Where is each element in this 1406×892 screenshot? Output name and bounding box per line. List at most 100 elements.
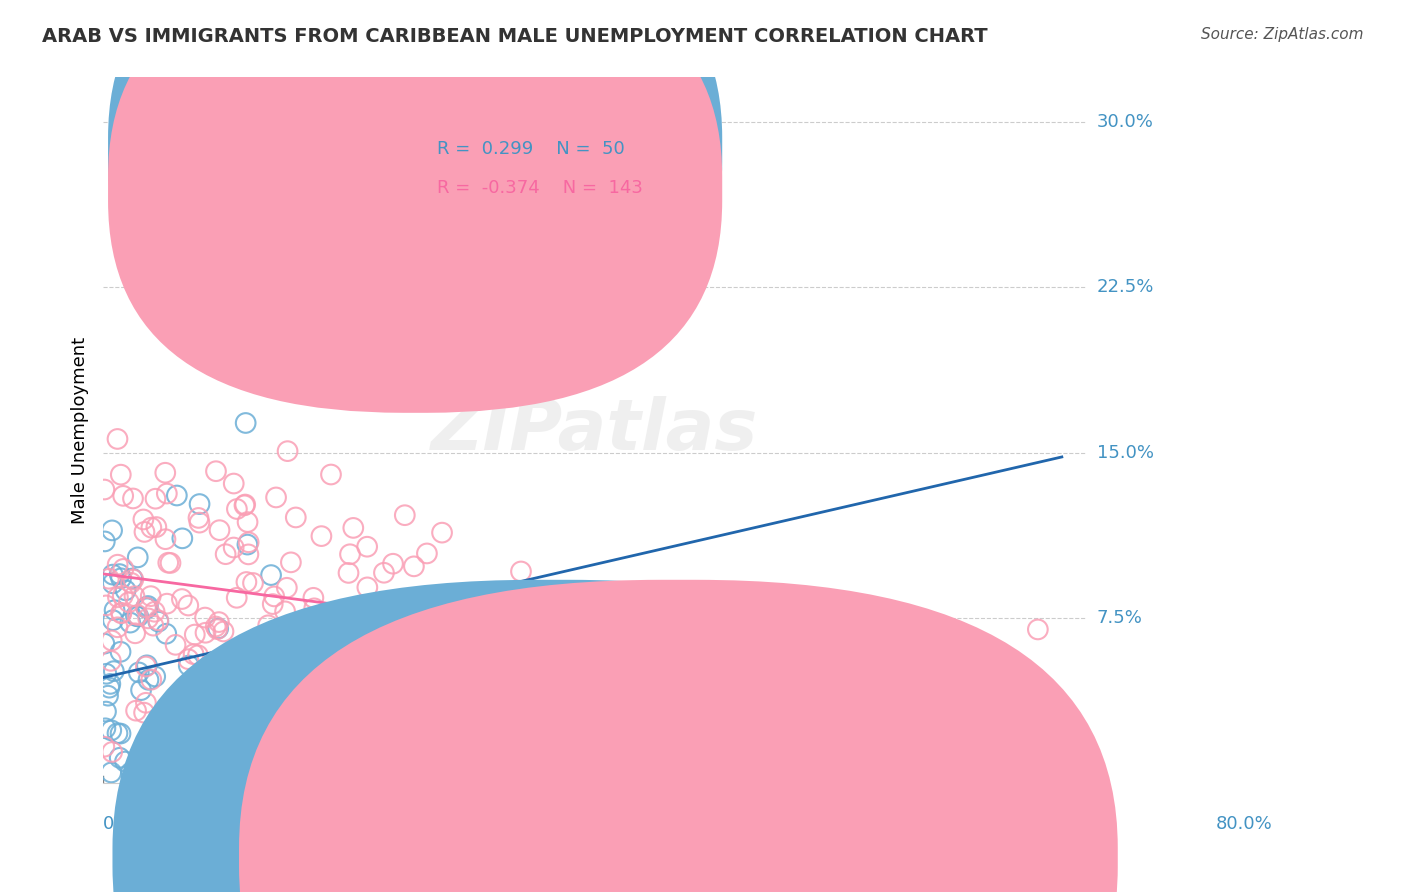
Point	[94, 721, 117, 735]
Point	[205, 464, 228, 478]
Point	[434, 679, 457, 693]
Point	[304, 601, 326, 615]
Point	[356, 580, 378, 594]
Text: Arabs: Arabs	[574, 848, 621, 866]
Point	[408, 640, 430, 655]
Point	[107, 432, 129, 446]
Point	[506, 706, 529, 721]
Point	[567, 645, 589, 659]
Text: 80.0%: 80.0%	[1216, 815, 1272, 833]
Point	[156, 597, 179, 611]
Point	[94, 705, 117, 719]
Point	[465, 650, 488, 665]
Point	[311, 529, 333, 543]
Point	[194, 625, 217, 640]
Point	[136, 599, 159, 613]
Point	[110, 571, 132, 585]
Point	[141, 521, 163, 535]
Point	[124, 589, 146, 603]
Point	[93, 739, 115, 754]
Point	[170, 716, 193, 731]
Point	[595, 590, 617, 604]
Point	[139, 589, 162, 603]
Point	[238, 535, 260, 549]
Point	[124, 626, 146, 640]
Point	[135, 658, 157, 673]
Point	[662, 700, 685, 714]
Point	[361, 687, 384, 701]
Point	[97, 689, 120, 703]
Point	[713, 774, 735, 789]
Point	[284, 510, 307, 524]
FancyBboxPatch shape	[108, 0, 723, 413]
Point	[207, 622, 229, 636]
Point	[97, 572, 120, 586]
Point	[98, 681, 121, 695]
Point	[143, 605, 166, 619]
Point	[165, 638, 187, 652]
Point	[101, 567, 124, 582]
Point	[107, 558, 129, 572]
Point	[145, 491, 167, 506]
Point	[108, 751, 131, 765]
Point	[132, 706, 155, 720]
Point	[236, 538, 259, 552]
FancyBboxPatch shape	[378, 112, 673, 219]
Point	[311, 662, 333, 676]
Point	[110, 726, 132, 740]
Point	[312, 636, 335, 650]
Point	[94, 534, 117, 549]
Point	[183, 647, 205, 661]
Point	[177, 599, 200, 613]
Point	[121, 572, 143, 586]
Point	[120, 575, 142, 590]
Point	[148, 613, 170, 627]
Point	[108, 567, 131, 582]
Point	[100, 654, 122, 668]
Point	[342, 521, 364, 535]
Point	[125, 608, 148, 623]
Point	[107, 591, 129, 605]
Point	[142, 618, 165, 632]
Point	[170, 592, 193, 607]
Point	[143, 669, 166, 683]
Point	[194, 610, 217, 624]
Point	[287, 655, 309, 669]
Text: R =  0.299    N =  50: R = 0.299 N = 50	[437, 140, 626, 159]
Point	[263, 650, 285, 665]
Point	[253, 765, 276, 780]
Point	[302, 591, 325, 605]
Point	[510, 565, 533, 579]
Text: 22.5%: 22.5%	[1097, 278, 1154, 296]
Point	[101, 745, 124, 759]
Point	[135, 600, 157, 615]
Point	[225, 591, 247, 605]
Point	[274, 604, 297, 618]
Point	[238, 548, 260, 562]
Point	[394, 508, 416, 523]
Point	[112, 562, 135, 576]
Point	[503, 633, 526, 648]
Point	[323, 658, 346, 673]
Point	[100, 723, 122, 738]
Point	[120, 765, 142, 780]
Point	[157, 556, 180, 570]
Point	[226, 647, 249, 661]
Text: ZIPatlas: ZIPatlas	[430, 396, 758, 465]
Point	[408, 648, 430, 662]
Point	[264, 491, 287, 505]
Point	[136, 611, 159, 625]
Point	[136, 601, 159, 615]
Point	[305, 656, 328, 670]
Point	[260, 568, 283, 582]
Point	[277, 444, 299, 458]
Point	[107, 620, 129, 634]
Point	[222, 476, 245, 491]
Point	[188, 497, 211, 511]
Y-axis label: Male Unemployment: Male Unemployment	[72, 337, 89, 524]
Point	[145, 520, 167, 534]
Point	[766, 608, 789, 623]
Point	[406, 610, 429, 624]
Point	[235, 574, 257, 589]
Point	[103, 603, 125, 617]
